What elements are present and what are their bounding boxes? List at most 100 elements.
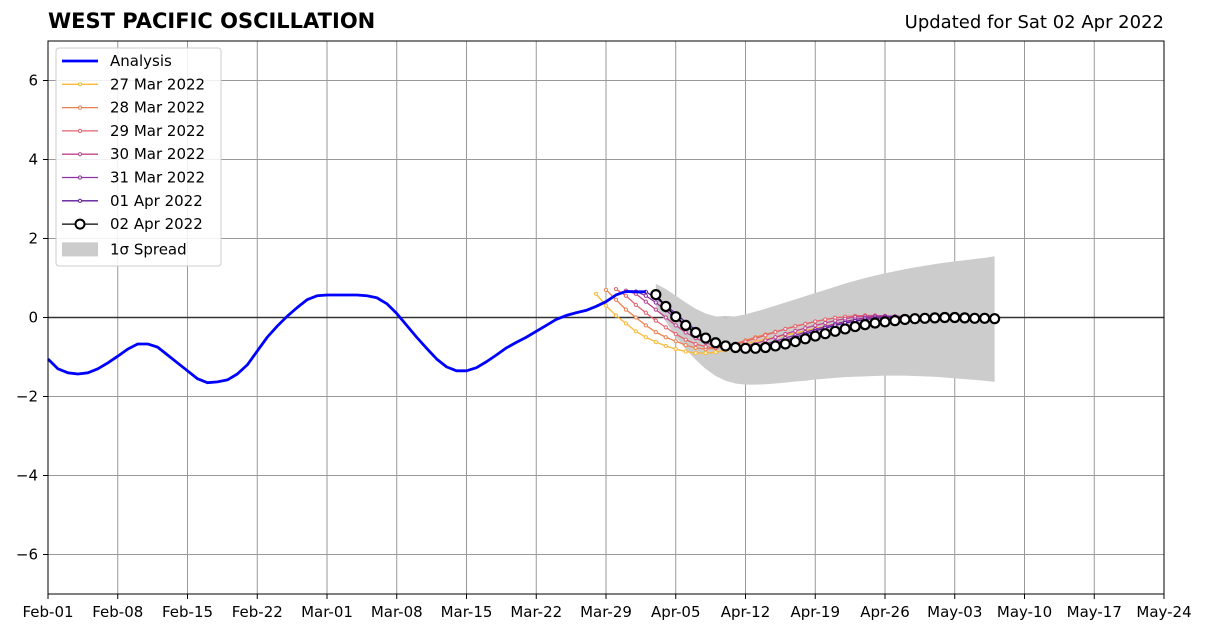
forecast-point — [673, 347, 678, 352]
forecast-point — [633, 302, 638, 307]
forecast-point — [819, 328, 831, 340]
forecast-point — [680, 319, 692, 331]
y-tick-label: −6 — [16, 546, 38, 564]
x-tick-label: May-17 — [1067, 603, 1122, 621]
forecast-point — [969, 312, 981, 324]
forecast-point — [849, 320, 861, 333]
legend-marker — [77, 152, 83, 157]
forecast-point — [739, 342, 752, 354]
forecast-point — [673, 323, 678, 328]
plot-frame — [47, 40, 1165, 595]
forecast-point — [779, 338, 791, 350]
legend-box — [55, 47, 222, 267]
forecast-point — [793, 324, 798, 329]
forecast-point — [633, 329, 638, 334]
forecast-point — [643, 293, 648, 298]
forecast-point — [643, 323, 648, 328]
forecast-point — [623, 293, 629, 298]
forecast-point — [793, 328, 798, 334]
x-tick-label: Feb-15 — [162, 603, 213, 621]
forecast-point — [799, 333, 811, 345]
forecast-point — [683, 343, 688, 348]
forecast-point — [823, 317, 828, 322]
forecast-point — [663, 335, 668, 340]
y-tick-label: 2 — [28, 230, 38, 248]
forecast-point — [683, 330, 688, 335]
forecast-point — [979, 312, 991, 324]
forecast-point — [859, 319, 871, 331]
forecast-point — [643, 335, 648, 340]
legend-marker — [74, 218, 86, 230]
x-tick-label: May-03 — [927, 603, 982, 621]
x-tick-label: Apr-26 — [860, 603, 910, 621]
analysis-line — [47, 290, 646, 385]
forecast-point — [949, 311, 961, 324]
x-tick-label: Mar-29 — [580, 603, 632, 621]
legend-label: 31 Mar 2022 — [110, 169, 205, 187]
legend-label: 02 Apr 2022 — [110, 215, 203, 233]
forecast-point — [813, 319, 818, 324]
forecast-point — [809, 330, 821, 342]
forecast-point — [959, 312, 971, 324]
forecast-point — [623, 307, 629, 312]
forecast-point — [939, 311, 951, 324]
forecast-point — [613, 313, 619, 318]
x-tick-label: Feb-08 — [92, 603, 143, 621]
forecast-point — [660, 300, 672, 313]
legend-marker — [77, 198, 83, 203]
legend-marker — [77, 175, 83, 180]
forecast-point — [653, 339, 658, 345]
y-tick-label: −2 — [16, 388, 38, 406]
forecast-point — [643, 310, 648, 315]
legend-label: 01 Apr 2022 — [110, 192, 203, 210]
forecast-point — [759, 341, 772, 354]
forecast-point — [829, 325, 841, 337]
legend-marker — [77, 105, 83, 110]
forecast-point — [690, 326, 702, 339]
forecast-point — [633, 315, 638, 320]
forecast-point — [783, 326, 788, 332]
forecast-point — [803, 326, 808, 331]
forecast-point — [889, 315, 901, 327]
forecast-point — [673, 339, 678, 344]
forecast-point — [899, 313, 911, 326]
forecast-point — [823, 320, 828, 326]
forecast-point — [729, 341, 742, 354]
forecast-point — [653, 300, 658, 305]
forecast-point — [789, 335, 801, 348]
forecast-point — [879, 316, 891, 328]
forecast-point — [670, 311, 682, 323]
forecast-point — [653, 330, 658, 335]
legend-label: 30 Mar 2022 — [110, 145, 205, 163]
forecast-point — [603, 287, 609, 292]
legend-marker — [77, 82, 83, 87]
forecast-point — [763, 333, 768, 338]
y-tick-label: 4 — [28, 151, 38, 169]
forecast-point — [650, 288, 662, 301]
legend: Analysis 27 Mar 2022 28 Mar 2022 29 Mar 202… — [55, 47, 222, 267]
x-tick-label: Apr-12 — [721, 603, 771, 621]
forecast-point — [683, 349, 688, 354]
legend-label: Analysis — [110, 52, 172, 70]
forecast-point — [713, 350, 718, 355]
forecast-point — [773, 330, 778, 335]
legend-marker — [77, 128, 83, 133]
legend-label: 1σ Spread — [110, 240, 187, 258]
forecast-point — [703, 350, 708, 356]
forecast-point — [769, 340, 781, 352]
forecast-point — [710, 337, 722, 349]
forecast-point — [643, 299, 648, 304]
forecast-point — [693, 341, 698, 347]
legend-label: 29 Mar 2022 — [110, 122, 205, 140]
y-tick-label: 0 — [28, 309, 38, 327]
forecast-point — [773, 335, 778, 340]
x-tick-label: Mar-01 — [301, 603, 353, 621]
forecast-point — [763, 338, 768, 343]
x-tick-label: Apr-19 — [791, 603, 841, 621]
forecast-point — [703, 344, 708, 349]
forecast-point — [919, 312, 931, 324]
forecast-point — [929, 312, 941, 324]
forecast-point — [989, 313, 1001, 325]
forecast-point — [613, 297, 619, 302]
